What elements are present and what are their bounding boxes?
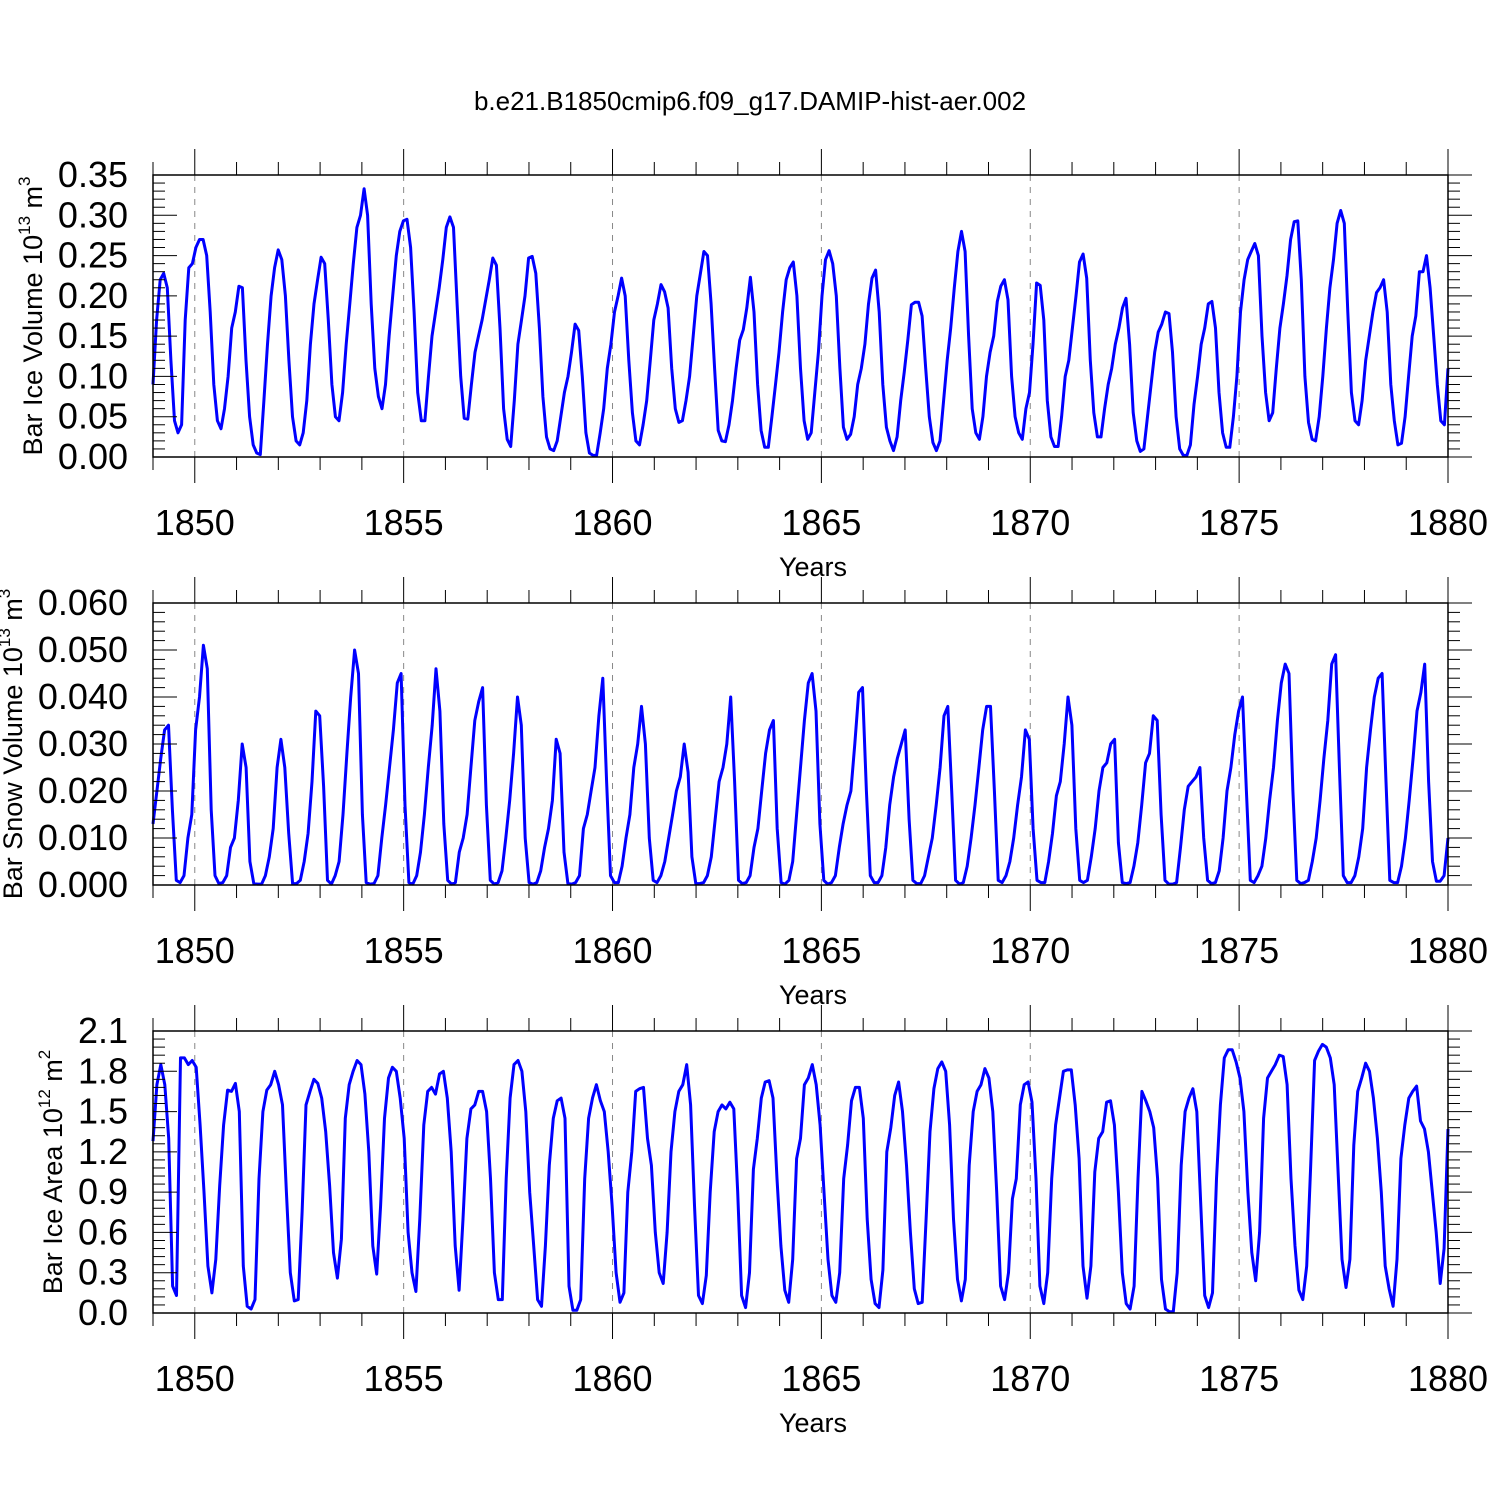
y-tick-label: 2.1 xyxy=(78,1010,128,1051)
figure-title: b.e21.B1850cmip6.f09_g17.DAMIP-hist-aer.… xyxy=(474,86,1026,116)
y-axis-title: Bar Snow Volume 1013 m3 xyxy=(0,589,28,900)
y-tick-label: 0.15 xyxy=(58,315,128,356)
y-axis-title-part: m xyxy=(0,598,28,628)
y-tick-label: 0.10 xyxy=(58,355,128,396)
y-tick-label: 0.25 xyxy=(58,235,128,276)
y-tick-label: 0.35 xyxy=(58,154,128,195)
x-tick-label: 1875 xyxy=(1199,930,1279,971)
x-tick-label: 1855 xyxy=(364,930,444,971)
y-axis-title-superscript: 13 xyxy=(15,216,34,235)
y-tick-label: 0.0 xyxy=(78,1292,128,1333)
x-tick-label: 1860 xyxy=(572,502,652,543)
x-tick-label: 1875 xyxy=(1199,1358,1279,1399)
panel-ice-area: 1850 1855 1860 1865 1870 1875 1880 0.00.30.60.9… xyxy=(35,1005,1488,1438)
panel-snow-volume: 1850 1855 1860 1865 1870 1875 1880 0.000 0.010 0.… xyxy=(0,577,1488,1010)
panel-ice-volume: 1850 1855 1860 1865 1870 1875 1880 0.000.050.10… xyxy=(15,149,1488,582)
y-axis-title-superscript: 2 xyxy=(35,1050,54,1059)
y-axis-title-part: Bar Ice Volume 10 xyxy=(18,235,48,456)
x-tick-label: 1860 xyxy=(572,1358,652,1399)
x-tick-label: 1865 xyxy=(781,1358,861,1399)
x-axis-title: Years xyxy=(779,1408,847,1438)
y-tick-label: 1.5 xyxy=(78,1091,128,1132)
y-tick-label: 1.2 xyxy=(78,1131,128,1172)
y-tick-label: 0.020 xyxy=(38,770,128,811)
x-axis-title: Years xyxy=(779,552,847,582)
y-axis-title-part: m xyxy=(38,1059,68,1089)
y-tick-label: 0.050 xyxy=(38,629,128,670)
x-tick-label: 1865 xyxy=(781,930,861,971)
x-tick-label: 1860 xyxy=(572,930,652,971)
x-tick-label: 1870 xyxy=(990,1358,1070,1399)
series-line xyxy=(151,187,1450,457)
y-tick-label: 0.040 xyxy=(38,676,128,717)
y-axis-title-part: Bar Snow Volume 10 xyxy=(0,647,28,899)
x-tick-label: 1870 xyxy=(990,502,1070,543)
series-line xyxy=(151,1042,1450,1314)
x-tick-label: 1880 xyxy=(1408,1358,1488,1399)
x-tick-label: 1880 xyxy=(1408,930,1488,971)
x-tick-label: 1855 xyxy=(364,1358,444,1399)
y-axis-title: Bar Ice Area 1012 m2 xyxy=(35,1050,68,1295)
x-tick-label: 1880 xyxy=(1408,502,1488,543)
x-tick-label: 1850 xyxy=(155,1358,235,1399)
y-tick-label: 0.20 xyxy=(58,275,128,316)
x-tick-label: 1850 xyxy=(155,930,235,971)
x-axis-title: Years xyxy=(779,980,847,1010)
y-tick-label: 0.000 xyxy=(38,864,128,905)
y-tick-label: 1.8 xyxy=(78,1050,128,1091)
y-axis-title-part: Bar Ice Area 10 xyxy=(38,1108,68,1294)
y-tick-label: 0.05 xyxy=(58,396,128,437)
y-tick-label: 0.030 xyxy=(38,723,128,764)
series-line xyxy=(151,643,1450,886)
y-tick-label: 0.010 xyxy=(38,817,128,858)
y-tick-label: 0.30 xyxy=(58,194,128,235)
panels: 1850 1855 1860 1865 1870 1875 1880 0.000.050.10… xyxy=(0,149,1488,1438)
y-tick-label: 0.00 xyxy=(58,436,128,477)
x-tick-label: 1855 xyxy=(364,502,444,543)
y-tick-label: 0.3 xyxy=(78,1252,128,1293)
y-tick-label: 0.6 xyxy=(78,1211,128,1252)
x-tick-label: 1865 xyxy=(781,502,861,543)
y-axis-title-superscript: 3 xyxy=(0,589,14,598)
plot-frame xyxy=(152,1030,1449,1314)
x-tick-label: 1850 xyxy=(155,502,235,543)
y-tick-label: 0.060 xyxy=(38,582,128,623)
y-axis-title-superscript: 12 xyxy=(35,1089,54,1108)
y-axis-title-superscript: 3 xyxy=(15,176,34,185)
plot-frame xyxy=(152,174,1449,458)
x-tick-label: 1870 xyxy=(990,930,1070,971)
x-tick-label: 1875 xyxy=(1199,502,1279,543)
y-tick-label: 0.9 xyxy=(78,1171,128,1212)
y-axis-title-part: m xyxy=(18,186,48,216)
y-axis-title: Bar Ice Volume 1013 m3 xyxy=(15,176,48,455)
y-axis-title-superscript: 13 xyxy=(0,628,14,647)
